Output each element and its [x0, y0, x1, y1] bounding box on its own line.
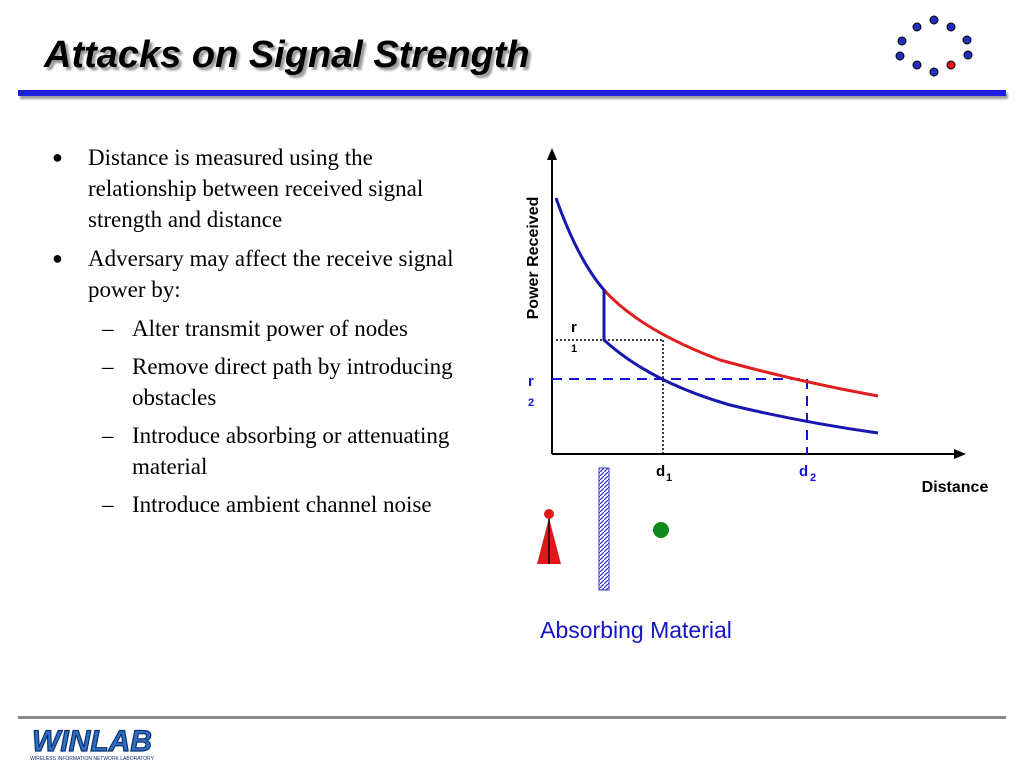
bullet-item: ● Distance is measured using the relatio…	[48, 142, 478, 235]
attenuated-power-curve	[554, 197, 879, 435]
dash-icon: –	[102, 492, 114, 517]
bullet-item: ● Adversary may affect the receive signa…	[48, 243, 478, 305]
dash-icon: –	[102, 354, 114, 379]
absorbing-material-barrier	[598, 467, 610, 591]
transmitter-node-icon	[537, 509, 561, 564]
d2-subscript: 2	[810, 472, 816, 484]
d1-label: d	[656, 463, 665, 480]
x-axis-arrow-icon	[954, 449, 966, 459]
d1-subscript: 1	[666, 472, 672, 484]
sub-bullet-text: Alter transmit power of nodes	[132, 316, 408, 341]
sub-bullet-item: – Introduce absorbing or attenuating mat…	[48, 420, 478, 482]
title-underline	[18, 90, 1006, 96]
bullet-text: Distance is measured using the relations…	[88, 145, 424, 232]
winlab-logo-text: WINLAB	[32, 725, 152, 758]
y-axis-label: Power Received	[525, 197, 542, 320]
signal-strength-diagram: Power Received Distance r 1 r 2 d 1 d 2 …	[525, 148, 989, 643]
r1-label: r	[571, 319, 577, 336]
sub-bullet-item: – Introduce ambient channel noise	[48, 489, 478, 520]
sub-bullet-text: Remove direct path by introducing obstac…	[132, 354, 453, 410]
nominal-power-curve	[602, 288, 879, 398]
sub-bullet-text: Introduce absorbing or attenuating mater…	[132, 423, 450, 479]
winlab-logo: WINLAB WIRELESS INFORMATION NETWORK LABO…	[16, 722, 168, 762]
d2-label: d	[799, 463, 808, 480]
sub-bullet-item: – Remove direct path by introducing obst…	[48, 351, 478, 413]
footer-rule	[18, 716, 1006, 719]
x-axis-label: Distance	[922, 479, 989, 496]
sub-bullet-text: Introduce ambient channel noise	[132, 492, 432, 517]
winlab-logo-subtitle: WIRELESS INFORMATION NETWORK LABORATORY	[30, 756, 154, 762]
dash-icon: –	[102, 423, 114, 448]
bullet-dot-icon: ●	[52, 147, 63, 167]
bullet-text: Adversary may affect the receive signal …	[88, 246, 454, 302]
r1-subscript: 1	[571, 343, 577, 355]
bullet-dot-icon: ●	[52, 248, 63, 268]
y-axis-arrow-icon	[547, 148, 557, 160]
receiver-node-icon	[653, 522, 669, 538]
sub-bullet-item: – Alter transmit power of nodes	[48, 313, 478, 344]
dash-icon: –	[102, 316, 114, 341]
dot-ring-logo-icon	[895, 15, 973, 77]
slide-title: Attacks on Signal Strength	[44, 34, 530, 76]
r2-label: r	[528, 373, 534, 390]
r2-subscript: 2	[528, 397, 534, 409]
absorbing-material-caption: Absorbing Material	[540, 617, 732, 643]
bullet-list: ● Distance is measured using the relatio…	[48, 142, 478, 527]
